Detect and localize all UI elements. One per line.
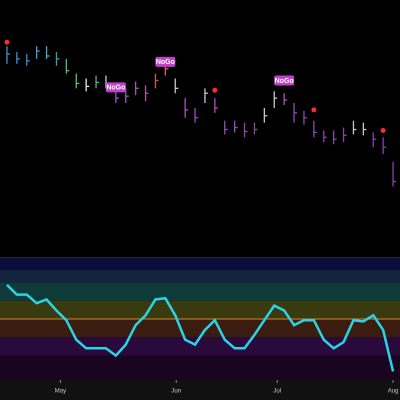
x-tick-label: Jul [273,389,281,395]
x-tick-label: Jun [171,389,181,395]
signal-dot [380,127,386,133]
annotation-label: NoGo [156,59,175,66]
band [0,319,400,338]
band [0,337,400,356]
band [0,355,400,380]
band [0,282,400,301]
x-tick-label: May [55,389,66,395]
x-tick-label: Aug [388,389,399,395]
signal-dot [4,39,10,45]
band [0,270,400,283]
axis-strip [0,380,400,400]
signal-dot [311,107,317,113]
annotation-label: NoGo [275,78,294,85]
band [0,300,400,319]
band [0,258,400,271]
signal-dot [212,87,218,93]
annotation-label: NoGo [106,85,125,92]
annotation-box [155,56,176,67]
oscillator-line [6,283,395,372]
annotation-box [105,82,126,93]
annotation-box [274,75,295,86]
